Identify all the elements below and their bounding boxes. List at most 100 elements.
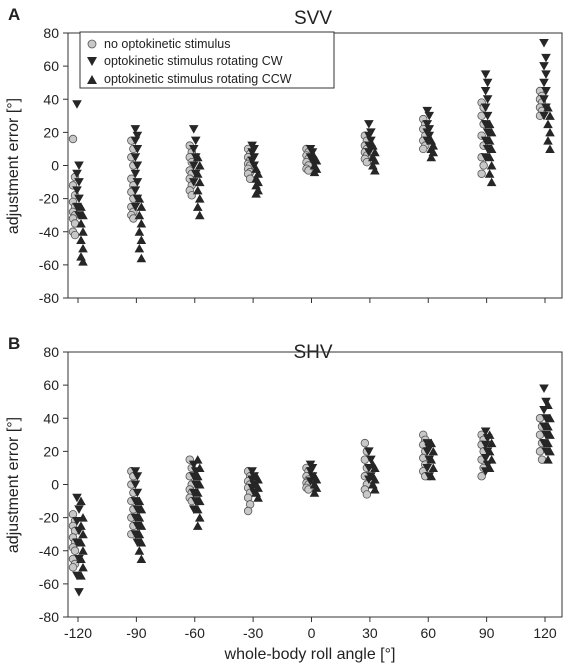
- data-point-ccw: [484, 119, 495, 129]
- data-point-ccw: [134, 546, 145, 555]
- panel-a: A SVV adjustment error [°] 80 60 40 20 0 -20 -…: [5, 5, 563, 306]
- data-point-cw: [188, 125, 199, 134]
- data-point-cw: [480, 103, 491, 113]
- data-point-cw: [74, 505, 84, 514]
- data-point-cw: [72, 169, 82, 179]
- panel-b: B SHV adjustment error [°] 806040200-20-…: [5, 334, 563, 663]
- legend-label-cw: optokinetic stimulus rotating CW: [104, 54, 283, 68]
- data-point-ccw: [543, 438, 553, 448]
- data-point-cw: [74, 161, 84, 170]
- data-point-ccw: [78, 210, 88, 220]
- data-point-ccw: [134, 513, 145, 522]
- data-point-ccw: [426, 455, 437, 464]
- data-point-cw: [422, 120, 433, 129]
- data-point-ccw: [428, 446, 439, 456]
- data-point-ccw: [309, 167, 320, 177]
- data-point-cw: [188, 472, 199, 481]
- data-point-ccw: [543, 455, 553, 464]
- data-point-cw: [539, 384, 549, 393]
- data-point-ccw: [486, 438, 497, 448]
- data-point-cw: [247, 156, 257, 166]
- data-point-ccw: [426, 152, 437, 162]
- data-point-ccw: [543, 422, 553, 431]
- data-point-cw: [130, 186, 141, 195]
- data-point-cw: [364, 131, 374, 141]
- data-point-ccw: [76, 235, 86, 245]
- data-point-cw: [422, 439, 433, 448]
- data-point-ccw: [370, 165, 380, 175]
- data-point-no-stimulus: [68, 563, 78, 572]
- data-point-ccw: [486, 144, 497, 153]
- panel-b-ylabel: adjustment error [°]: [5, 417, 22, 553]
- data-point-ccw: [368, 141, 378, 150]
- data-point-ccw: [194, 496, 205, 506]
- x-tick-label: -60: [185, 625, 205, 641]
- data-point-cw: [130, 513, 141, 523]
- y-tick-label: 80: [43, 344, 59, 360]
- y-tick-label: 80: [43, 25, 59, 41]
- x-tick-label: 120: [533, 625, 557, 641]
- data-point-ccw: [76, 521, 86, 530]
- y-tick-label: 0: [51, 477, 59, 493]
- y-tick-label: 20: [43, 124, 59, 140]
- data-point-ccw: [309, 488, 320, 497]
- panel-a-points: [68, 38, 555, 266]
- data-point-cw: [249, 161, 259, 170]
- panel-b-yticks: 80 60 40 20 0 -20 -40 -60 -80: [39, 344, 68, 625]
- y-tick-label: -60: [39, 257, 59, 273]
- data-point-ccw: [78, 243, 88, 253]
- data-point-cw: [482, 78, 493, 88]
- panel-a-legend: no optokinetic stimulus optokinetic stim…: [79, 31, 335, 89]
- data-point-cw: [188, 144, 199, 154]
- panel-b-points: [68, 384, 555, 597]
- panel-b-plot-frame: [67, 351, 563, 618]
- data-point-ccw: [134, 496, 145, 506]
- data-point-ccw: [192, 202, 203, 211]
- data-point-cw: [132, 505, 143, 514]
- legend-label-ccw: optokinetic stimulus rotating CCW: [104, 72, 292, 86]
- data-point-ccw: [484, 430, 495, 439]
- panel-a-letter: A: [8, 5, 20, 24]
- data-point-cw: [130, 467, 141, 476]
- data-point-cw: [480, 86, 491, 96]
- data-point-ccw: [194, 194, 205, 203]
- data-point-cw: [132, 538, 143, 547]
- data-point-cw: [482, 144, 493, 154]
- data-point-ccw: [370, 463, 380, 472]
- data-point-cw: [132, 161, 143, 170]
- data-point-cw: [480, 120, 491, 129]
- data-point-ccw: [194, 480, 205, 489]
- data-point-ccw: [76, 571, 86, 580]
- x-tick-label: 30: [362, 625, 378, 641]
- data-point-cw: [541, 86, 551, 96]
- panel-a-title: SVV: [294, 8, 332, 29]
- x-tick-label: -30: [243, 625, 263, 641]
- panel-a-xticks: [77, 298, 546, 303]
- data-point-ccw: [76, 554, 86, 564]
- data-point-no-stimulus: [360, 438, 370, 448]
- data-point-cw: [424, 131, 435, 141]
- data-point-ccw: [486, 161, 497, 170]
- data-point-ccw: [484, 169, 495, 178]
- data-point-ccw: [486, 127, 497, 137]
- data-point-cw: [422, 106, 433, 116]
- data-point-ccw: [136, 537, 147, 547]
- legend-marker-ccw: [87, 75, 97, 84]
- data-point-ccw: [78, 227, 88, 236]
- data-point-cw: [480, 427, 491, 436]
- data-point-ccw: [251, 189, 261, 198]
- data-point-ccw: [134, 194, 145, 203]
- x-tick-label: -90: [126, 625, 146, 641]
- y-tick-label: -40: [39, 543, 59, 559]
- legend-marker-no-stimulus: [87, 39, 97, 49]
- data-point-no-stimulus: [70, 546, 80, 555]
- legend-marker-cw: [87, 57, 97, 66]
- data-point-ccw: [76, 537, 86, 547]
- y-tick-label: -20: [39, 191, 59, 207]
- data-point-ccw: [545, 111, 555, 120]
- data-point-cw: [247, 148, 257, 157]
- data-point-ccw: [136, 504, 147, 514]
- data-point-ccw: [545, 413, 555, 423]
- data-point-ccw: [484, 463, 495, 472]
- data-point-ccw: [194, 513, 205, 522]
